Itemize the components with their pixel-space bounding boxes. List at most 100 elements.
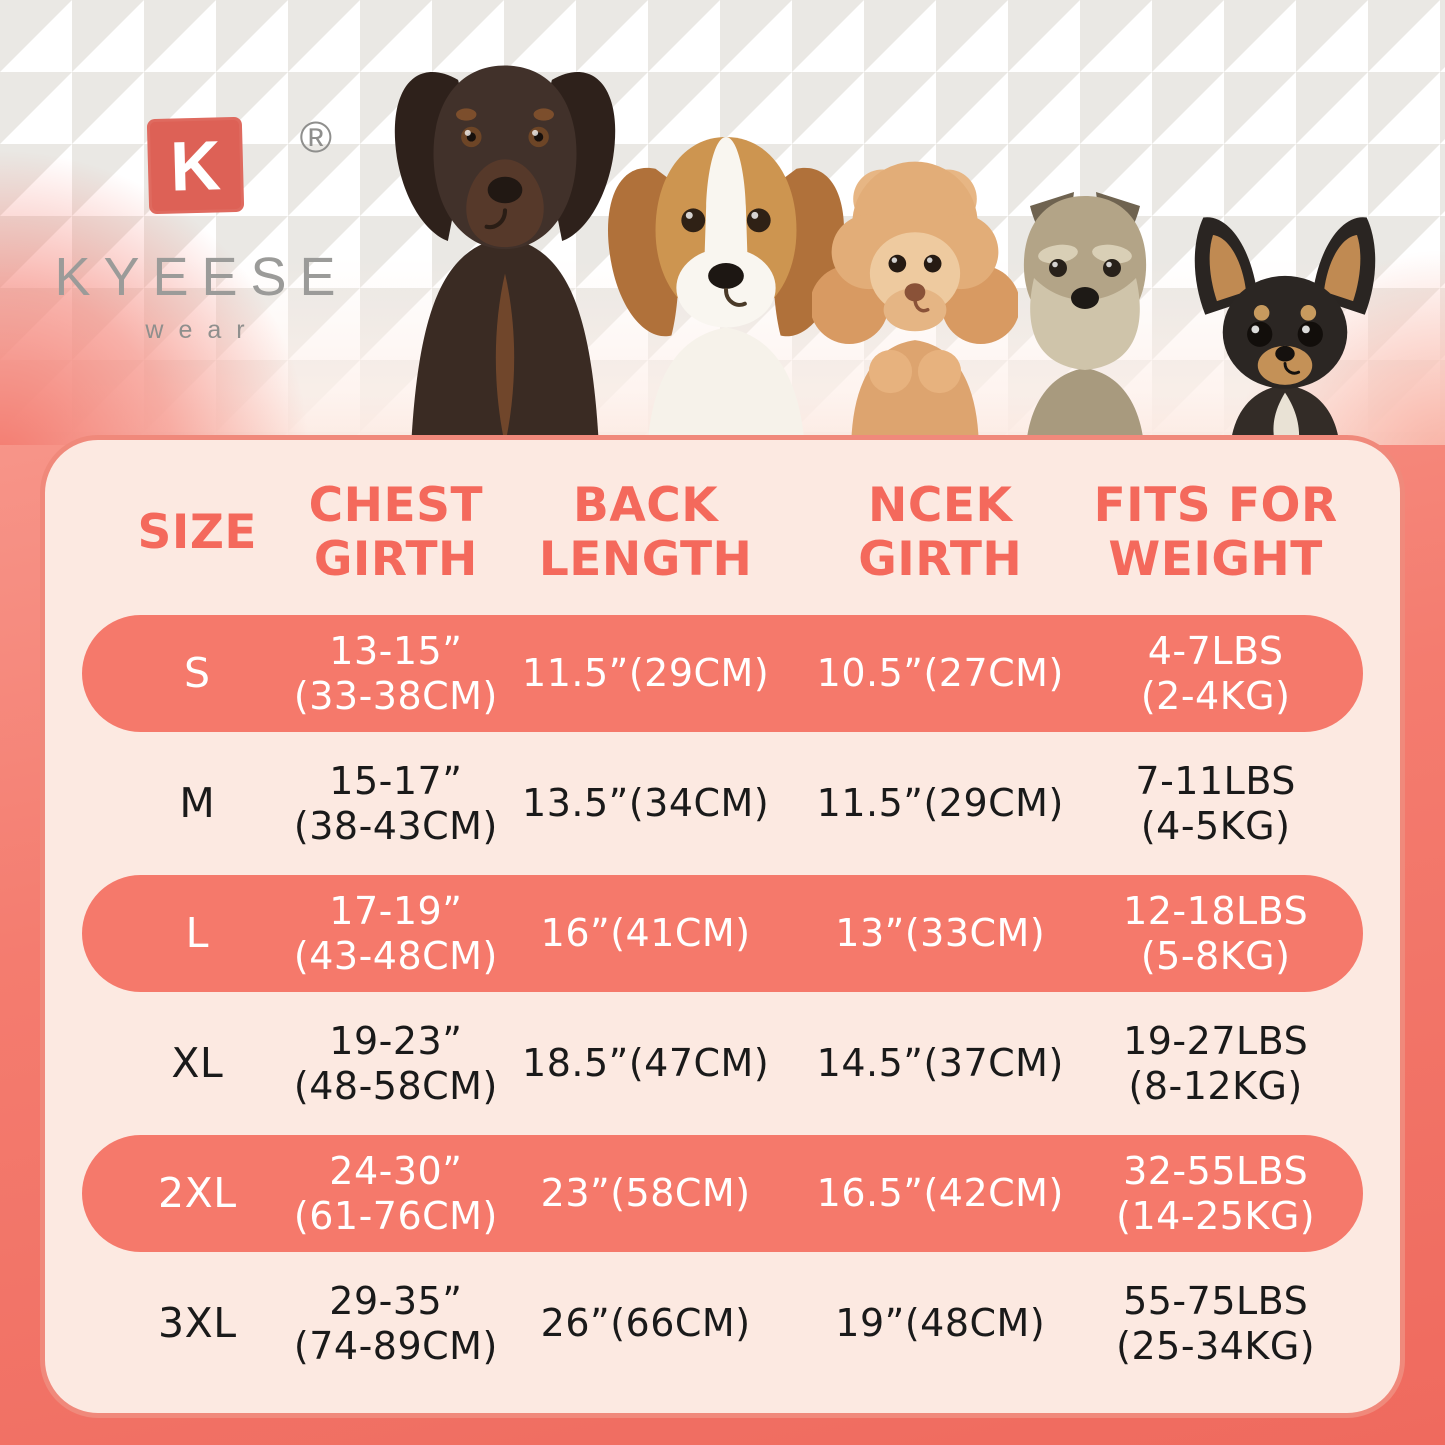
cell-fits-weight: 12-18LBS (5-8KG) xyxy=(1068,889,1363,979)
size-row-s: S 13-15” (33-38CM) 11.5”(29CM) 10.5”(27C… xyxy=(82,615,1363,732)
chest-cm: (74-89CM) xyxy=(293,1323,498,1368)
col-header-line: NCEK xyxy=(868,477,1013,533)
weight-lbs: 7-11LBS xyxy=(1135,758,1296,803)
brand-logo-mark-row: K ® xyxy=(30,113,360,228)
chest-inches: 17-19” xyxy=(329,888,463,933)
cell-size: M xyxy=(82,779,313,827)
chest-inches: 24-30” xyxy=(329,1148,463,1193)
size-row-3xl: 3XL 29-35” (74-89CM) 26”(66CM) 19”(48CM)… xyxy=(82,1265,1363,1382)
size-chart-card: SIZE CHEST GIRTH BACK LENGTH NCEK GIRTH … xyxy=(40,435,1405,1418)
col-header-line: SIZE xyxy=(137,504,258,560)
hero-section: K ® KYEESE wear xyxy=(0,0,1445,445)
col-header-line: GIRTH xyxy=(858,531,1023,587)
cell-size: XL xyxy=(82,1039,313,1087)
registered-trademark-icon: ® xyxy=(299,113,332,162)
back-length-value: 26”(66CM) xyxy=(540,1301,751,1346)
cell-back-length: 18.5”(47CM) xyxy=(479,1041,812,1086)
chest-inches: 29-35” xyxy=(329,1278,463,1323)
chest-cm: (43-48CM) xyxy=(293,933,498,978)
weight-lbs: 32-55LBS xyxy=(1123,1148,1309,1193)
beagle-dog-illustration xyxy=(607,136,845,443)
chihuahua-dog-illustration xyxy=(1194,217,1376,445)
cell-neck-girth: 14.5”(37CM) xyxy=(812,1041,1068,1086)
size-row-2xl: 2XL 24-30” (61-76CM) 23”(58CM) 16.5”(42C… xyxy=(82,1135,1363,1252)
size-label: 3XL xyxy=(158,1299,237,1348)
chest-cm: (48-58CM) xyxy=(293,1063,498,1108)
cell-neck-girth: 19”(48CM) xyxy=(812,1301,1068,1346)
schnauzer-dog-illustration xyxy=(1023,192,1147,445)
poodle-dog-illustration xyxy=(812,161,1018,443)
col-header-line: LENGTH xyxy=(538,531,753,587)
cell-chest-girth: 17-19” (43-48CM) xyxy=(294,888,497,979)
chest-inches: 13-15” xyxy=(329,628,463,673)
brand-subtitle: wear xyxy=(145,316,260,344)
cell-back-length: 11.5”(29CM) xyxy=(479,651,812,696)
weight-kg: (8-12KG) xyxy=(1128,1063,1303,1108)
weight-lbs: 55-75LBS xyxy=(1123,1278,1309,1323)
weight-kg: (5-8KG) xyxy=(1140,933,1291,978)
cell-fits-weight: 4-7LBS (2-4KG) xyxy=(1068,629,1363,719)
cell-chest-girth: 29-35” (74-89CM) xyxy=(294,1278,497,1369)
neck-girth-value: 13”(33CM) xyxy=(835,911,1046,956)
cell-neck-girth: 10.5”(27CM) xyxy=(812,651,1068,696)
cell-fits-weight: 55-75LBS (25-34KG) xyxy=(1068,1279,1363,1369)
chest-cm: (33-38CM) xyxy=(293,673,498,718)
cell-neck-girth: 16.5”(42CM) xyxy=(812,1171,1068,1216)
back-length-value: 18.5”(47CM) xyxy=(522,1041,770,1086)
size-row-m: M 15-17” (38-43CM) 13.5”(34CM) 11.5”(29C… xyxy=(82,745,1363,862)
weight-lbs: 4-7LBS xyxy=(1147,628,1284,673)
weight-kg: (14-25KG) xyxy=(1116,1193,1316,1238)
cell-size: 3XL xyxy=(82,1299,313,1347)
col-header-line: GIRTH xyxy=(313,531,478,587)
neck-girth-value: 11.5”(29CM) xyxy=(816,781,1064,826)
back-length-value: 11.5”(29CM) xyxy=(522,651,770,696)
cell-back-length: 23”(58CM) xyxy=(479,1171,812,1216)
cell-fits-weight: 7-11LBS (4-5KG) xyxy=(1068,759,1363,849)
chest-inches: 15-17” xyxy=(329,758,463,803)
weight-kg: (25-34KG) xyxy=(1116,1323,1316,1368)
back-length-value: 13.5”(34CM) xyxy=(522,781,770,826)
cell-chest-girth: 19-23” (48-58CM) xyxy=(294,1019,497,1109)
neck-girth-value: 19”(48CM) xyxy=(835,1301,1046,1346)
neck-girth-value: 10.5”(27CM) xyxy=(816,651,1064,696)
dogs-photo-row xyxy=(0,0,1445,445)
cell-neck-girth: 13”(33CM) xyxy=(812,911,1068,956)
size-label: 2XL xyxy=(158,1169,237,1218)
cell-size: 2XL xyxy=(82,1169,313,1217)
size-label: S xyxy=(184,649,211,698)
cell-back-length: 16”(41CM) xyxy=(479,911,812,956)
col-header-neck-girth: NCEK GIRTH xyxy=(812,479,1068,586)
chest-cm: (38-43CM) xyxy=(293,803,498,848)
size-label: M xyxy=(179,779,216,828)
cell-back-length: 13.5”(34CM) xyxy=(479,781,812,826)
cell-fits-weight: 19-27LBS (8-12KG) xyxy=(1068,1019,1363,1109)
brand-logo: K ® KYEESE wear xyxy=(30,113,360,345)
cell-size: S xyxy=(82,649,313,697)
cell-chest-girth: 15-17” (38-43CM) xyxy=(294,758,497,849)
neck-girth-value: 16.5”(42CM) xyxy=(816,1171,1064,1216)
neck-girth-value: 14.5”(37CM) xyxy=(816,1041,1064,1086)
col-header-size: SIZE xyxy=(82,506,313,560)
col-header-chest-girth: CHEST GIRTH xyxy=(309,479,483,587)
col-header-line: CHEST xyxy=(308,477,484,533)
back-length-value: 23”(58CM) xyxy=(540,1171,751,1216)
cell-fits-weight: 32-55LBS (14-25KG) xyxy=(1068,1149,1363,1239)
size-row-xl: XL 19-23” (48-58CM) 18.5”(47CM) 14.5”(37… xyxy=(82,1005,1363,1122)
size-chart-header: SIZE CHEST GIRTH BACK LENGTH NCEK GIRTH … xyxy=(82,450,1363,615)
col-header-line: FITS FOR xyxy=(1093,477,1338,533)
col-header-back-length: BACK LENGTH xyxy=(479,479,812,586)
doberman-dog-illustration xyxy=(394,65,616,445)
cell-back-length: 26”(66CM) xyxy=(479,1301,812,1346)
col-header-line: WEIGHT xyxy=(1108,531,1323,587)
brand-name: KYEESE xyxy=(54,247,349,307)
cell-chest-girth: 24-30” (61-76CM) xyxy=(294,1148,497,1239)
size-label: XL xyxy=(171,1039,224,1088)
size-row-l: L 17-19” (43-48CM) 16”(41CM) 13”(33CM) 1… xyxy=(82,875,1363,992)
col-header-fits-weight: FITS FOR WEIGHT xyxy=(1068,479,1363,586)
cell-size: L xyxy=(82,909,313,957)
weight-kg: (2-4KG) xyxy=(1140,673,1291,718)
weight-kg: (4-5KG) xyxy=(1140,803,1291,848)
cell-neck-girth: 11.5”(29CM) xyxy=(812,781,1068,826)
chest-cm: (61-76CM) xyxy=(293,1193,498,1238)
